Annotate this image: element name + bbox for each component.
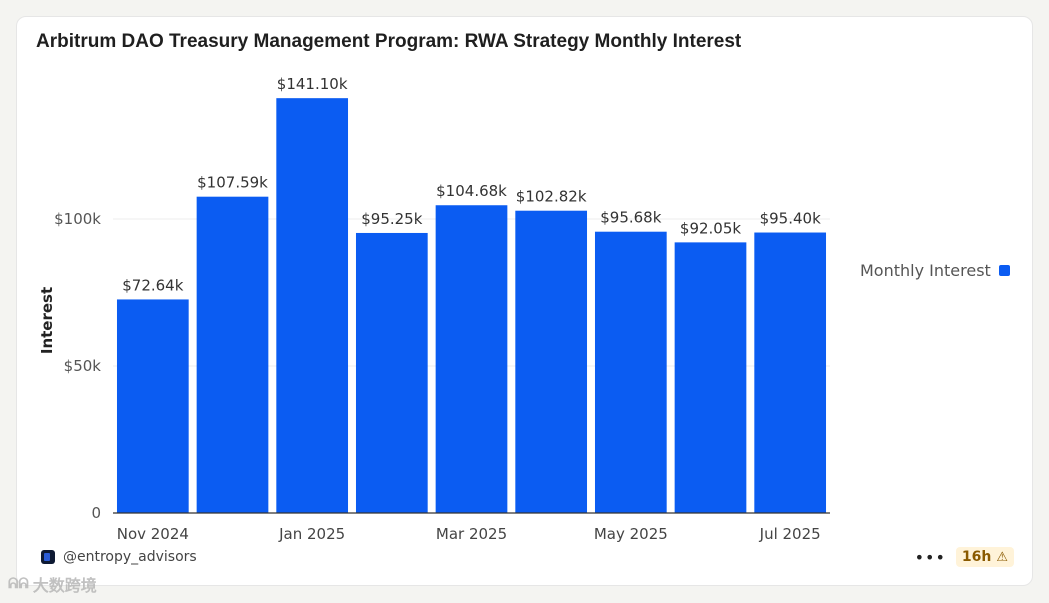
warning-icon: ⚠ bbox=[996, 549, 1008, 565]
bar-value-label: $95.68k bbox=[600, 209, 661, 227]
bar-value-label: $102.82k bbox=[516, 188, 587, 206]
y-tick-label: 0 bbox=[91, 504, 101, 522]
entropy-logo-icon bbox=[41, 550, 55, 564]
y-axis-label: Interest bbox=[38, 287, 56, 354]
legend-swatch bbox=[998, 265, 1010, 276]
x-tick-label: Jan 2025 bbox=[278, 525, 345, 543]
legend[interactable]: Monthly Interest bbox=[860, 261, 1010, 280]
more-options-icon[interactable]: ••• bbox=[914, 547, 946, 567]
bar-value-label: $104.68k bbox=[436, 182, 507, 200]
wechat-icon: ᕱᕱ bbox=[8, 576, 29, 592]
x-tick-label: Nov 2024 bbox=[117, 525, 189, 543]
bar-apr-2025[interactable] bbox=[515, 210, 588, 513]
bar-value-label: $92.05k bbox=[680, 219, 741, 237]
labels-layer: $72.64k $107.59k $141.10k $95.25k $104.68k $1… bbox=[122, 75, 821, 294]
bar-jun-2025[interactable] bbox=[674, 242, 747, 514]
x-tick-label: Mar 2025 bbox=[436, 525, 507, 543]
bar-chart: $72.64k $107.59k $141.10k $95.25k $104.68k $1… bbox=[38, 75, 830, 543]
footer-actions: ••• 16h ⚠ bbox=[915, 547, 1014, 567]
axis-layer: 0 $50k $100k Interest Nov 2024 Jan 2025 Mar 20… bbox=[38, 210, 830, 543]
bar-nov-2024[interactable] bbox=[116, 299, 189, 513]
bar-value-label: $95.40k bbox=[760, 210, 821, 228]
y-tick-label: $50k bbox=[64, 357, 102, 375]
bar-value-label: $72.64k bbox=[122, 276, 183, 294]
bar-dec-2024[interactable] bbox=[196, 196, 269, 513]
author-credit[interactable]: @entropy_advisors bbox=[41, 549, 197, 565]
bar-value-label: $141.10k bbox=[277, 75, 348, 93]
chart-card: Arbitrum DAO Treasury Management Program… bbox=[16, 16, 1033, 586]
watermark: ᕱᕱ 大数跨境 bbox=[8, 572, 97, 596]
age-text: 16h bbox=[961, 549, 992, 565]
bar-value-label: $95.25k bbox=[361, 210, 422, 228]
bar-jan-2025[interactable] bbox=[276, 98, 349, 513]
bar-may-2025[interactable] bbox=[594, 231, 667, 513]
age-badge[interactable]: 16h ⚠ bbox=[955, 547, 1014, 567]
x-tick-label: May 2025 bbox=[594, 525, 668, 543]
bar-mar-2025[interactable] bbox=[435, 205, 508, 514]
bar-value-label: $107.59k bbox=[197, 174, 268, 192]
chart-title: Arbitrum DAO Treasury Management Program… bbox=[36, 31, 742, 52]
watermark-text: 大数跨境 bbox=[32, 576, 97, 595]
bars-layer bbox=[116, 98, 827, 514]
legend-label: Monthly Interest bbox=[860, 261, 991, 280]
author-handle: @entropy_advisors bbox=[63, 549, 197, 565]
bar-jul-2025[interactable] bbox=[754, 232, 827, 514]
bar-feb-2025[interactable] bbox=[355, 232, 428, 513]
y-tick-label: $100k bbox=[54, 210, 101, 228]
x-tick-label: Jul 2025 bbox=[759, 525, 821, 543]
